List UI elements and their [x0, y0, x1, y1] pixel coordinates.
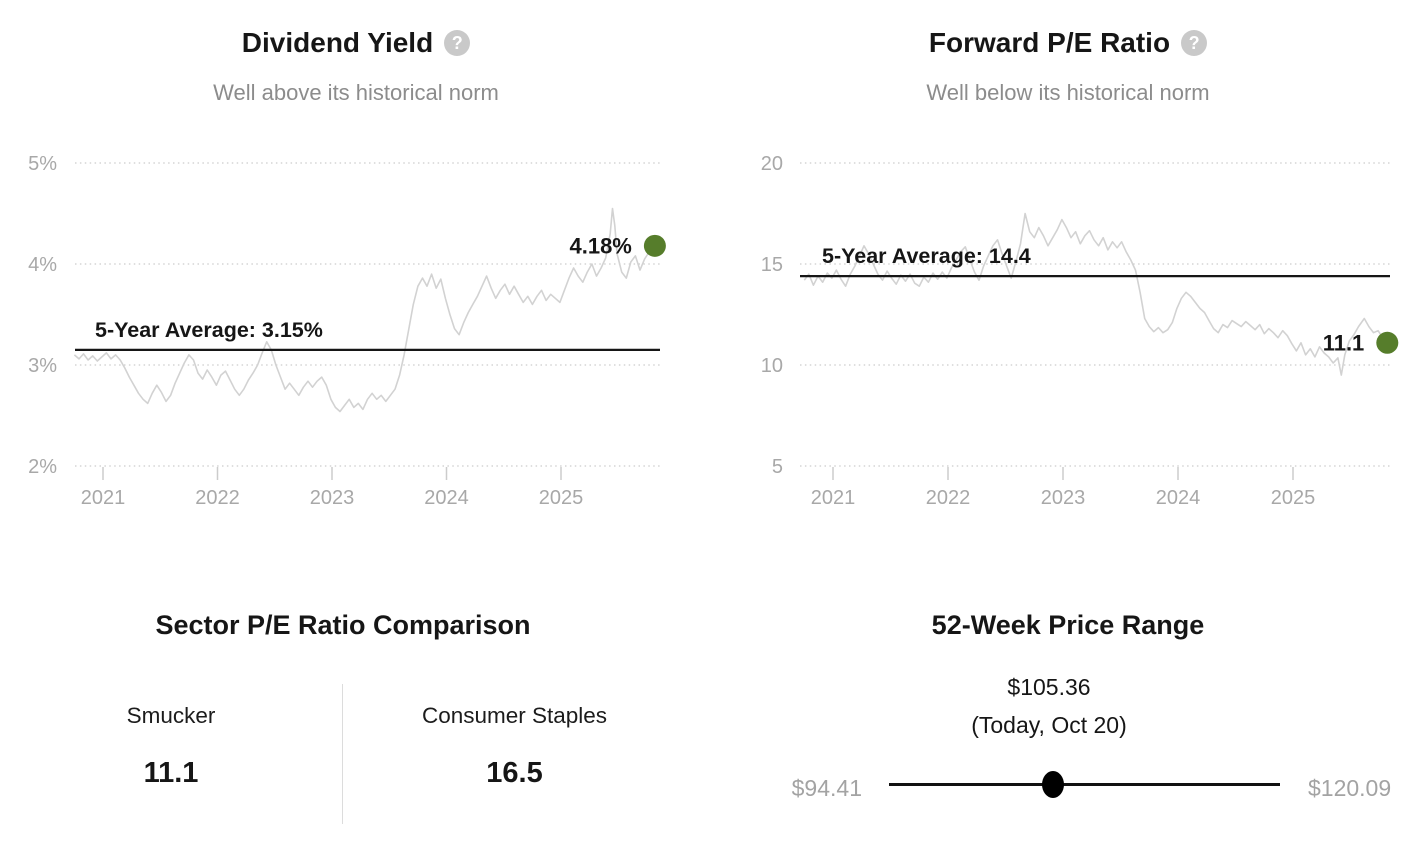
forward-pe-subtitle: Well below its historical norm	[926, 80, 1210, 105]
svg-text:2022: 2022	[926, 487, 971, 509]
forward-pe-help-icon[interactable]: ?	[1181, 30, 1208, 56]
sector-comparison-row: Smucker 11.1 Consumer Staples 16.5	[0, 684, 686, 824]
price-range-section: 52-Week Price Range $105.36 (Today, Oct …	[712, 588, 1424, 856]
smucker-label: Smucker	[126, 703, 216, 728]
dividend-yield-help-icon[interactable]: ?	[444, 30, 471, 56]
range-high-label: $120.09	[1308, 775, 1392, 801]
svg-text:3%: 3%	[28, 355, 57, 377]
svg-text:2021: 2021	[81, 487, 126, 509]
svg-text:4.18%: 4.18%	[569, 233, 631, 258]
sector-comparison-section: Sector P/E Ratio Comparison Smucker 11.1…	[0, 588, 686, 856]
svg-text:2024: 2024	[424, 487, 469, 509]
dividend-yield-chart: 5% 4% 3% 2% 2021 2022 2023 2024 2025 5-Year Avera…	[28, 153, 666, 509]
svg-text:2025: 2025	[1271, 487, 1316, 509]
svg-text:10: 10	[761, 355, 783, 377]
svg-text:15: 15	[761, 254, 783, 276]
svg-text:2025: 2025	[539, 487, 584, 509]
smucker-value: 11.1	[143, 757, 199, 789]
svg-text:2023: 2023	[1041, 487, 1086, 509]
price-range-title: 52-Week Price Range	[931, 610, 1205, 640]
svg-text:2024: 2024	[1156, 487, 1201, 509]
svg-text:2022: 2022	[195, 487, 240, 509]
current-price-label: (Today, Oct 20)	[971, 712, 1127, 738]
svg-text:5%: 5%	[28, 153, 57, 175]
forward-pe-header: Forward P/E Ratio ? Well below its histo…	[712, 24, 1424, 107]
dividend-yield-title: Dividend Yield	[241, 27, 434, 58]
forward-pe-panel: Forward P/E Ratio ? Well below its histo…	[712, 0, 1424, 560]
svg-text:2021: 2021	[811, 487, 856, 509]
range-low-label: $94.41	[791, 775, 862, 801]
sector-comparison-title: Sector P/E Ratio Comparison	[155, 610, 531, 640]
forward-pe-chart: 20 15 10 5 2021 2022 2023 2024 2025 5-Year Averag…	[761, 153, 1399, 509]
range-track	[889, 771, 1280, 799]
consumer-staples-label: Consumer Staples	[421, 703, 608, 728]
dividend-yield-subtitle: Well above its historical norm	[213, 80, 499, 105]
svg-text:20: 20	[761, 153, 783, 175]
comparison-cell-smucker: Smucker 11.1	[0, 684, 343, 824]
svg-text:5-Year Average: 3.15%: 5-Year Average: 3.15%	[95, 318, 323, 342]
comparison-cell-sector: Consumer Staples 16.5	[343, 684, 686, 824]
svg-text:2023: 2023	[310, 487, 355, 509]
dividend-yield-panel: Dividend Yield ? Well above its historic…	[0, 0, 712, 560]
svg-text:11.1: 11.1	[1323, 330, 1365, 355]
range-marker-dot	[1042, 771, 1065, 798]
range-line	[889, 783, 1280, 786]
forward-pe-title: Forward P/E Ratio	[928, 27, 1171, 58]
svg-text:2%: 2%	[28, 456, 57, 478]
svg-text:5-Year Average: 14.4: 5-Year Average: 14.4	[822, 244, 1031, 268]
consumer-staples-value: 16.5	[486, 757, 543, 789]
svg-text:4%: 4%	[28, 254, 57, 276]
svg-text:5: 5	[772, 456, 783, 478]
dividend-yield-header: Dividend Yield ? Well above its historic…	[0, 24, 712, 107]
current-price: $105.36	[1007, 674, 1091, 700]
